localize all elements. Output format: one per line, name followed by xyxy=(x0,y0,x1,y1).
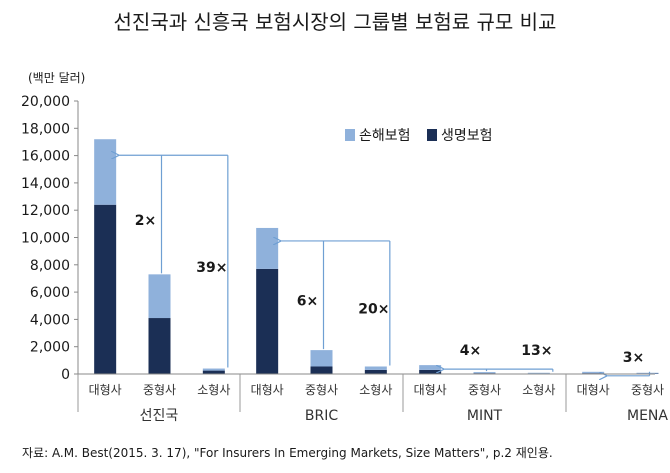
multiplier-label: 4× xyxy=(460,343,481,359)
x-category-label: 중형사 xyxy=(143,383,176,397)
bar-segment-nonlife xyxy=(94,139,116,205)
multiplier-label: 2× xyxy=(135,213,156,229)
x-category-label: 중형사 xyxy=(305,383,338,397)
axis-layer: 0 2,000 4,000 6,000 8,000 10,000 12,000 14,000 1… xyxy=(21,94,78,383)
x-category-label: 대형사 xyxy=(577,383,610,397)
source-note: 자료: A.M. Best(2015. 3. 17), "For Insurer… xyxy=(22,446,553,460)
y-tick-label: 20,000 xyxy=(21,94,70,110)
bar-segment-nonlife xyxy=(311,350,333,366)
group-label: MENA xyxy=(627,408,668,424)
bar-segment-nonlife xyxy=(256,228,278,269)
group-label: MINT xyxy=(467,408,503,424)
x-axis-layer: 선진국 BRIC MINT MENA 대형사 중형사 소형사 대형사 중형사 소형사 대형사 중형사 소… xyxy=(78,374,668,424)
x-category-label: 대형사 xyxy=(89,383,122,397)
y-tick-label: 8,000 xyxy=(30,258,70,274)
x-category-label: 소형사 xyxy=(522,383,555,397)
x-category-label: 중형사 xyxy=(631,383,664,397)
bar-segment-nonlife xyxy=(419,365,441,370)
x-category-label: 대형사 xyxy=(414,383,447,397)
legend: 손해보험 생명보험 xyxy=(345,128,493,144)
bar-segment-life xyxy=(203,371,225,374)
legend-swatch xyxy=(345,129,355,141)
multiplier-label: 6× xyxy=(297,294,318,310)
x-category-label: 대형사 xyxy=(251,383,284,397)
bar-segment-life xyxy=(94,205,116,374)
multiplier-label: 39× xyxy=(196,260,227,276)
x-category-label: 소형사 xyxy=(359,383,392,397)
group-label: BRIC xyxy=(305,408,338,424)
bar-segment-life xyxy=(419,370,441,374)
bar-segment-life xyxy=(256,269,278,374)
unit-label: (백만 달러) xyxy=(28,71,85,85)
multiplier-label: 20× xyxy=(358,302,389,318)
x-category-label: 중형사 xyxy=(468,383,501,397)
group-label: 선진국 xyxy=(140,408,179,424)
y-tick-label: 14,000 xyxy=(21,176,70,192)
bar-segment-nonlife xyxy=(203,369,225,371)
y-tick-label: 18,000 xyxy=(21,121,70,137)
bars-layer xyxy=(94,139,658,374)
y-tick-label: 6,000 xyxy=(30,285,70,301)
y-tick-label: 10,000 xyxy=(21,231,70,247)
bar-segment-nonlife xyxy=(582,372,604,373)
arrows-layer: 2× 39× 6× 20× 4× 13× 3× xyxy=(118,155,649,376)
multiplier-label: 13× xyxy=(521,343,552,359)
bar-segment-nonlife xyxy=(149,274,171,318)
bar-segment-life xyxy=(149,318,171,374)
legend-swatch xyxy=(427,129,437,141)
y-tick-label: 4,000 xyxy=(30,312,70,328)
multiplier-label: 3× xyxy=(623,350,644,366)
y-tick-label: 12,000 xyxy=(21,203,70,219)
y-tick-label: 16,000 xyxy=(21,149,70,165)
bar-segment-nonlife xyxy=(637,373,659,374)
bar-segment-life xyxy=(365,370,387,374)
legend-label: 생명보험 xyxy=(441,128,493,144)
bar-segment-nonlife xyxy=(528,373,550,374)
legend-label: 손해보험 xyxy=(359,128,411,144)
chart-title: 선진국과 신흥국 보험시장의 그룹별 보험료 규모 비교 xyxy=(114,10,557,34)
bar-segment-nonlife xyxy=(365,366,387,369)
y-tick-label: 0 xyxy=(61,367,70,383)
y-tick-label: 2,000 xyxy=(30,340,70,356)
bar-segment-life xyxy=(311,366,333,374)
x-category-label: 소형사 xyxy=(197,383,230,397)
bar-segment-nonlife xyxy=(474,372,496,373)
